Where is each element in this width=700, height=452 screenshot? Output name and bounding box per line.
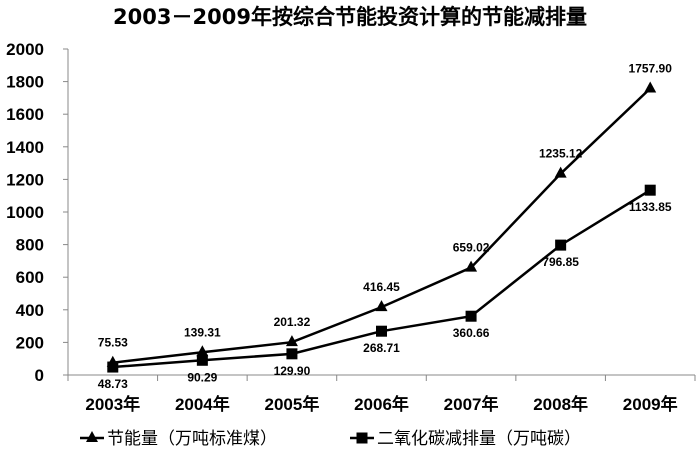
y-tick-label: 1600 [6,105,44,124]
y-tick-label: 0 [35,366,44,385]
triangle-marker [554,166,567,178]
x-tick-label: 2003年 [85,394,140,414]
x-tick-label: 2007年 [444,394,499,414]
y-tick-label: 200 [16,333,44,352]
square-marker [644,184,656,196]
data-label: 796.85 [542,255,579,269]
data-label: 129.90 [274,364,311,378]
square-marker [465,310,477,322]
data-label: 659.02 [453,241,490,255]
legend-label: 二氧化碳减排量（万吨碳） [377,429,581,449]
y-tick-label: 400 [16,301,44,320]
square-marker [196,354,208,366]
data-label: 75.53 [98,336,128,350]
x-tick-label: 2004年 [175,394,230,414]
data-label: 1133.85 [629,200,672,214]
data-label: 201.32 [274,315,311,329]
chart-title: 2003－2009年按综合节能投资计算的节能减排量 [113,5,587,29]
triangle-marker [375,300,388,312]
y-tick-label: 2000 [6,40,44,59]
data-label: 1235.12 [539,147,583,161]
triangle-marker [285,335,298,347]
x-tick-label: 2006年 [354,394,409,414]
x-tick-label: 2009年 [623,394,678,414]
square-marker [376,325,387,337]
square-marker [107,361,119,373]
x-tick-label: 2008年 [533,394,588,414]
x-tick-label: 2005年 [265,394,320,414]
triangle-marker [196,345,209,357]
data-label: 416.45 [363,280,400,294]
data-label: 90.29 [187,370,217,384]
data-label: 1757.90 [629,61,673,75]
square-marker [286,348,298,360]
y-tick-label: 1200 [6,170,44,189]
y-tick-label: 600 [16,268,44,287]
y-tick-label: 800 [16,236,44,255]
data-label: 48.73 [98,377,128,391]
series-line [112,87,652,364]
y-tick-label: 1400 [6,138,44,157]
square-marker [555,239,567,251]
data-label: 360.66 [453,326,490,340]
data-label: 268.71 [363,341,400,355]
data-label: 139.31 [184,325,221,339]
legend-triangle-icon [86,431,98,442]
triangle-marker [465,260,478,272]
triangle-marker [644,81,657,93]
y-tick-label: 1800 [6,73,44,92]
legend-label: 节能量（万吨标准煤） [107,429,277,449]
y-tick-label: 1000 [6,203,44,222]
legend-square-icon [356,432,368,444]
